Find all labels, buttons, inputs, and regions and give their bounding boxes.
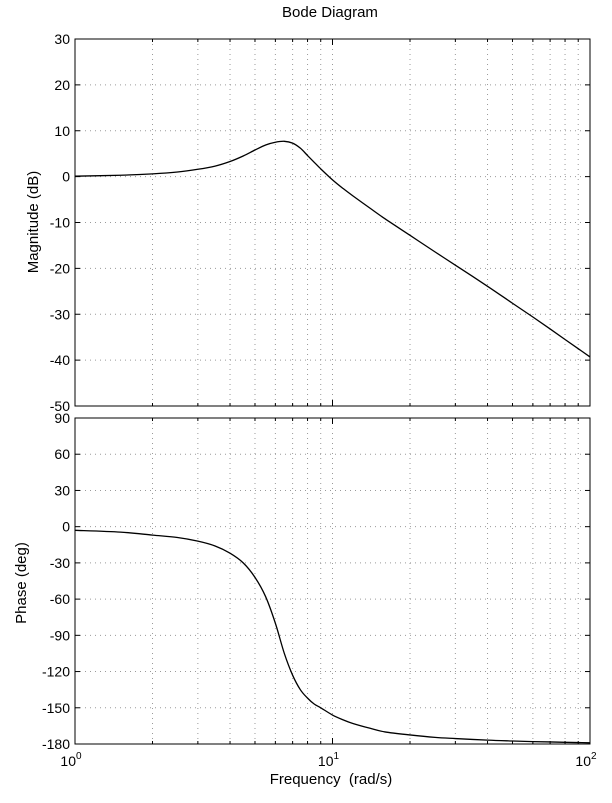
x-tick-label: 102 <box>575 751 597 769</box>
phase-axes-frame <box>74 417 591 745</box>
phase-y-tick-label: -150 <box>42 700 70 716</box>
magnitude-y-tick-label: -30 <box>50 306 70 322</box>
phase-y-tick-label: -180 <box>42 736 70 752</box>
magnitude-y-tick-label: 0 <box>62 169 70 185</box>
magnitude-y-axis-label: Magnitude (dB) <box>25 171 42 274</box>
phase-y-tick-label: 0 <box>62 519 70 535</box>
magnitude-y-tick-label: -50 <box>50 398 70 414</box>
phase-y-tick-label: -120 <box>42 664 70 680</box>
magnitude-y-tick-label: 20 <box>54 77 70 93</box>
magnitude-y-tick-label: -40 <box>50 352 70 368</box>
magnitude-panel: 30 20 10 0 -10 -20 -30 -40 -50 Magnitude (dB) <box>25 31 591 414</box>
magnitude-y-tick-label: 10 <box>54 123 70 139</box>
frequency-tick-labels: 100 101 102 <box>60 751 597 769</box>
phase-y-tick-label: 30 <box>54 482 70 498</box>
magnitude-y-tick-label: 30 <box>54 31 70 47</box>
magnitude-curve <box>74 140 591 358</box>
phase-panel: 90 60 30 0 -30 -60 -90 -120 -150 -180 Phase (deg) <box>13 410 591 752</box>
phase-y-tick-label: 60 <box>54 446 70 462</box>
chart-title: Bode Diagram <box>282 4 378 21</box>
magnitude-axes-frame <box>74 38 591 407</box>
x-axis-label: Frequency (rad/s) <box>270 771 393 788</box>
x-tick-label: 100 <box>60 751 82 769</box>
phase-curve <box>74 529 591 744</box>
phase-y-tick-label: -30 <box>50 555 70 571</box>
magnitude-y-tick-label: -20 <box>50 260 70 276</box>
phase-y-tick-label: -60 <box>50 591 70 607</box>
x-tick-label: 101 <box>318 751 340 769</box>
magnitude-y-tick-label: -10 <box>50 215 70 231</box>
phase-y-axis-label: Phase (deg) <box>13 542 30 624</box>
phase-y-tick-label: 90 <box>54 410 70 426</box>
phase-y-tick-label: -90 <box>50 627 70 643</box>
